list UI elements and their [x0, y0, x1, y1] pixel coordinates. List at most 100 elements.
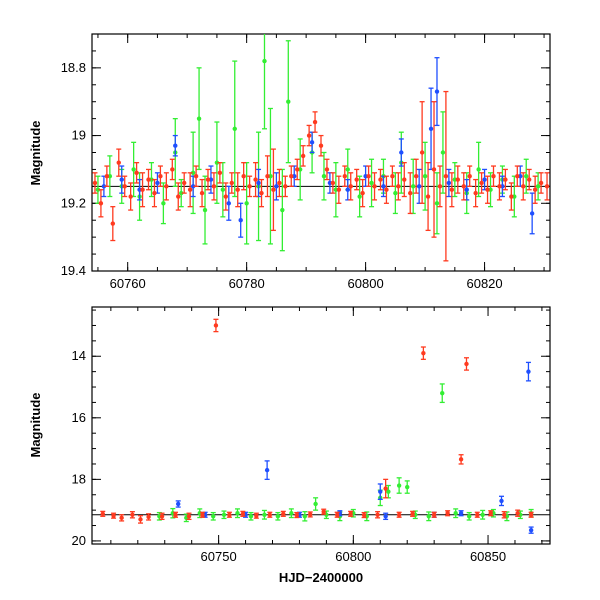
red-data-point [458, 454, 464, 465]
red-data-point [528, 511, 534, 518]
red-data-point [157, 165, 163, 188]
top-panel-ticks [92, 33, 550, 272]
green-data-point [275, 511, 281, 521]
red-data-point [137, 515, 143, 524]
red-data-point [321, 508, 327, 515]
red-data-point [280, 510, 286, 517]
red-data-point [294, 158, 300, 181]
red-data-point [211, 172, 217, 201]
blue-data-point [119, 165, 125, 194]
green-data-point [261, 34, 267, 130]
green-data-point [202, 175, 208, 245]
red-data-point [461, 172, 467, 201]
green-data-point [261, 509, 267, 520]
red-data-point [146, 513, 152, 521]
red-data-point [407, 172, 413, 215]
blue-data-point [525, 361, 531, 382]
green-data-point [178, 178, 184, 208]
green-data-point [313, 497, 319, 511]
red-data-point [104, 165, 110, 188]
red-data-point [473, 178, 479, 208]
bottom-y-tick-label: 20 [72, 533, 86, 548]
red-data-point [146, 168, 152, 191]
green-data-point [426, 511, 432, 522]
blue-data-point [458, 510, 464, 517]
blue-data-point [416, 168, 422, 204]
red-data-point [348, 510, 354, 517]
red-data-point [100, 510, 106, 517]
red-data-point [288, 165, 294, 188]
red-data-point [532, 175, 538, 204]
blue-data-point [309, 131, 315, 154]
green-data-point [210, 511, 216, 521]
bottom-y-tick-label: 16 [72, 410, 86, 425]
red-data-point [253, 512, 259, 519]
green-data-point [221, 510, 227, 520]
green-data-point [285, 40, 291, 164]
blue-data-point [383, 512, 389, 521]
red-data-point [175, 182, 181, 211]
red-data-point [140, 172, 146, 208]
red-data-point [111, 512, 117, 519]
bottom-y-tick-label: 14 [72, 348, 86, 363]
red-data-point [502, 168, 508, 191]
red-data-point [479, 172, 485, 194]
green-data-point [453, 508, 459, 519]
red-data-point [267, 511, 273, 518]
red-data-point [151, 178, 157, 208]
red-data-point [375, 511, 381, 519]
green-data-point [357, 175, 363, 218]
red-data-point [354, 168, 360, 191]
red-data-point [92, 172, 98, 194]
full-light-curve-panel: 60750 60800 60850 14 16 18 20 Magnitude HJD−24… [28, 306, 551, 585]
green-data-point [196, 67, 202, 171]
red-data-point [538, 172, 544, 194]
blue-data-point [528, 526, 534, 534]
red-data-point [508, 182, 514, 211]
red-data-point [294, 511, 300, 519]
blue-data-point [264, 460, 270, 481]
top-x-tick-label: 60800 [348, 276, 384, 291]
red-data-point [312, 111, 318, 133]
green-data-point [95, 175, 101, 204]
red-data-point [330, 172, 336, 194]
green-data-point [434, 172, 440, 235]
green-data-point [288, 508, 294, 519]
green-data-point [232, 60, 238, 198]
top-y-tick-label: 19.2 [61, 195, 86, 210]
red-data-point [229, 172, 235, 194]
red-data-point [520, 172, 526, 201]
top-x-tick-label: 60820 [466, 276, 502, 291]
top-panel-data-points [92, 34, 550, 262]
red-data-point [431, 101, 437, 238]
red-data-point [128, 182, 134, 211]
green-data-point [535, 172, 541, 201]
top-x-tick-label: 60780 [229, 276, 265, 291]
blue-data-point [175, 500, 181, 508]
red-data-point [449, 172, 455, 208]
green-data-point [234, 508, 240, 519]
red-data-point [300, 145, 306, 167]
blue-data-point [256, 168, 262, 198]
green-data-point [440, 111, 446, 194]
red-data-point [443, 90, 449, 262]
red-data-point [348, 172, 354, 201]
red-data-point [490, 165, 496, 188]
blue-data-point [380, 175, 386, 198]
red-data-point [264, 155, 270, 198]
red-data-point [485, 175, 491, 204]
green-data-point [248, 511, 254, 521]
green-data-point [279, 168, 285, 252]
green-data-point [422, 141, 428, 211]
red-data-point [270, 148, 276, 232]
red-data-point [419, 101, 425, 204]
red-data-point [544, 172, 550, 201]
zoomed-light-curve-panel: 60760 60780 60800 60820 18.8 19 19.2 19.4 Magni… [28, 33, 551, 291]
red-data-point [395, 172, 401, 201]
red-data-point [334, 511, 340, 518]
green-data-point [396, 477, 402, 494]
top-panel-tick-labels: 60760 60780 60800 60820 18.8 19 19.2 19.4 [61, 60, 503, 291]
bottom-y-axis-title: Magnitude [28, 393, 43, 458]
bottom-panel-frame [91, 306, 551, 545]
red-data-point [193, 165, 199, 188]
